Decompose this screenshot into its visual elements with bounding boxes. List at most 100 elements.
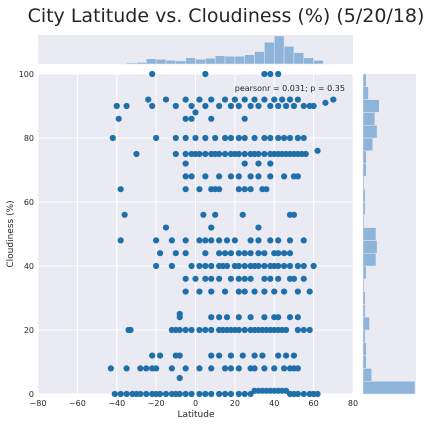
data-point	[172, 250, 179, 257]
data-point	[153, 237, 160, 244]
data-point	[216, 250, 223, 257]
y-hist-bar	[362, 163, 367, 177]
data-point	[223, 262, 231, 270]
data-point	[196, 96, 203, 103]
data-point	[216, 275, 223, 282]
data-point	[208, 275, 215, 282]
data-point	[176, 390, 183, 398]
x-hist-bar	[293, 52, 305, 65]
data-point	[286, 250, 294, 257]
y-hist-bar	[362, 291, 366, 305]
y-hist-bar	[362, 176, 365, 190]
data-point	[300, 262, 307, 270]
data-point	[123, 390, 130, 398]
data-point	[216, 314, 223, 321]
x-hist-bar	[205, 58, 216, 65]
data-point	[280, 250, 288, 257]
data-point	[192, 134, 199, 142]
data-point	[314, 147, 321, 154]
y-hist-bar	[362, 304, 366, 318]
data-point	[192, 109, 199, 116]
data-point	[241, 115, 248, 122]
data-point	[216, 173, 223, 180]
y-tick-label: 40	[24, 262, 34, 271]
data-point	[267, 134, 274, 142]
y-axis-label: Cloudiness (%)	[6, 200, 16, 267]
x-hist-bar	[195, 59, 206, 65]
data-point	[231, 237, 238, 244]
data-point	[208, 352, 215, 359]
data-point	[235, 288, 242, 295]
data-point	[182, 186, 189, 193]
data-point	[302, 150, 309, 158]
data-point	[286, 237, 294, 244]
data-point	[235, 326, 242, 334]
data-point	[192, 275, 199, 282]
data-point	[111, 390, 118, 398]
data-point	[149, 102, 156, 110]
data-point	[241, 275, 248, 282]
data-point	[247, 186, 254, 193]
y-hist-bar	[362, 73, 367, 88]
data-point	[290, 275, 298, 282]
data-point	[247, 250, 254, 257]
y-tick-label: 0	[29, 390, 34, 399]
y-hist-bar	[362, 240, 378, 254]
x-hist-bar	[155, 59, 167, 65]
data-point	[182, 173, 189, 180]
data-point	[241, 96, 248, 103]
data-point	[255, 224, 262, 231]
data-point	[290, 211, 298, 218]
data-point	[251, 352, 258, 359]
data-point	[280, 262, 288, 270]
data-point	[216, 237, 223, 244]
data-point	[306, 326, 313, 334]
data-point	[294, 314, 301, 321]
x-tick-label: 40	[269, 399, 279, 408]
data-point	[196, 390, 203, 398]
data-point	[137, 390, 144, 398]
data-point	[149, 352, 156, 359]
data-point	[153, 365, 160, 372]
data-point	[182, 390, 189, 398]
data-point	[271, 365, 278, 372]
data-point	[221, 390, 229, 398]
data-point	[156, 352, 164, 359]
data-point	[314, 390, 321, 398]
x-hist-bar	[323, 63, 334, 65]
data-point	[143, 365, 150, 372]
data-point	[241, 150, 248, 158]
data-point	[282, 326, 290, 334]
data-point	[241, 326, 248, 334]
marginal-x-histogram	[116, 35, 334, 65]
x-hist-bar	[234, 55, 245, 65]
data-point	[275, 70, 282, 78]
data-point	[247, 275, 254, 282]
data-point	[247, 314, 254, 321]
data-point	[223, 237, 231, 244]
data-point	[156, 250, 164, 257]
data-point	[282, 352, 290, 359]
data-point	[172, 102, 179, 110]
data-point	[227, 102, 235, 110]
y-hist-bar	[362, 137, 373, 152]
data-point	[330, 96, 337, 103]
data-point	[267, 237, 274, 244]
x-tick-label: −20	[148, 399, 165, 408]
data-point	[221, 134, 229, 142]
data-point	[247, 102, 254, 110]
data-point	[306, 288, 313, 295]
data-point	[259, 352, 266, 359]
data-point	[196, 237, 203, 244]
data-point	[227, 365, 235, 372]
marginal-y-histogram	[362, 73, 416, 395]
data-point	[176, 352, 183, 359]
data-point	[153, 134, 160, 142]
data-point	[176, 374, 183, 382]
y-hist-bar	[362, 380, 416, 395]
data-point	[117, 186, 124, 193]
data-point	[227, 275, 235, 282]
data-point	[279, 96, 286, 103]
data-point	[143, 390, 150, 398]
y-hist-bar	[362, 150, 367, 164]
